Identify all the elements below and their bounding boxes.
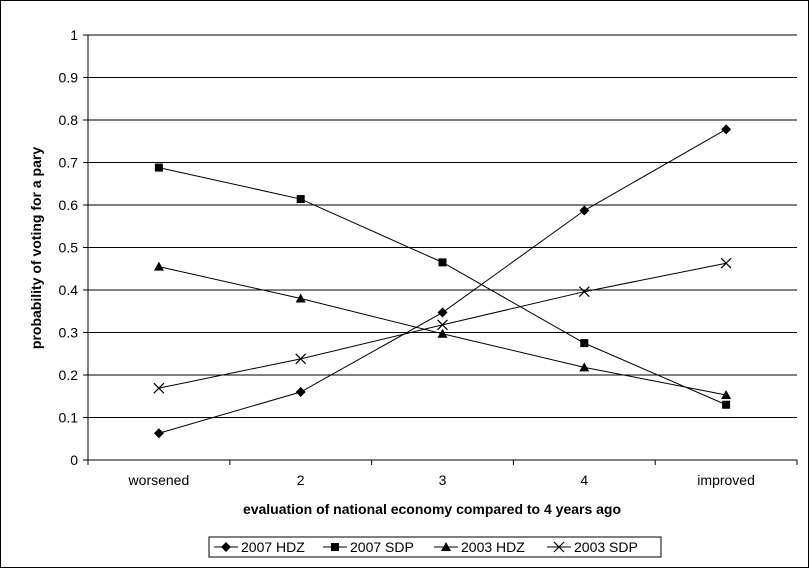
data-point-2-0 [153, 261, 164, 271]
data-point-0-1 [295, 387, 306, 397]
series-lines [153, 124, 732, 439]
x-tick-labels: worsened 2 3 4 improved [128, 472, 755, 488]
y-tick-label: 0.6 [59, 197, 79, 213]
legend-label: 2007 HDZ [241, 539, 305, 555]
legend-entry: 2003 HDZ [434, 539, 525, 555]
series-line-3 [158, 262, 727, 389]
y-tick-labels: 0 0.1 0.2 0.3 0.4 0.5 0.6 0.7 0.8 0.9 1 [59, 27, 79, 468]
data-point-2-1 [295, 293, 306, 303]
legend-entry: 2007 HDZ [214, 539, 305, 555]
legend-label: 2003 SDP [574, 539, 638, 555]
data-point-2-3 [579, 362, 590, 372]
data-point-0-3 [579, 205, 590, 216]
data-point-3-1 [295, 353, 307, 365]
legend-marker-icon [441, 542, 451, 551]
y-tick-label: 0.1 [59, 410, 79, 426]
legend-marker-icon [331, 543, 339, 551]
data-point-3-4 [720, 257, 732, 269]
legend: 2007 HDZ 2007 SDP 2003 HDZ 2003 SDP [208, 536, 662, 558]
legend-entry: 2003 SDP [547, 539, 638, 555]
x-tick-label: improved [697, 472, 755, 488]
data-point-2-4 [721, 389, 732, 399]
data-point-1-2 [438, 258, 447, 267]
data-point-1-0 [154, 163, 163, 172]
y-tick-label: 0.3 [59, 325, 79, 341]
legend-label: 2007 SDP [350, 539, 414, 555]
series-line-0 [158, 128, 727, 434]
legend-marker-icon [553, 541, 565, 553]
data-point-3-2 [437, 319, 448, 331]
data-point-3-0 [153, 382, 165, 394]
data-point-1-3 [580, 339, 589, 348]
y-tick-label: 0.9 [59, 70, 79, 86]
y-tick-label: 1 [70, 27, 78, 43]
y-tick-label: 0.2 [59, 367, 79, 383]
x-tick-label: 3 [439, 472, 447, 488]
legend-entry: 2007 SDP [323, 539, 414, 555]
x-tick-label: 4 [580, 472, 588, 488]
legend-label: 2003 HDZ [461, 539, 525, 555]
y-tick-label: 0.7 [59, 155, 79, 171]
grid-lines [88, 34, 797, 418]
x-tick-label: worsened [128, 472, 190, 488]
data-point-0-4 [721, 124, 732, 135]
y-tick-label: 0.8 [59, 112, 79, 128]
data-point-1-4 [722, 400, 731, 409]
y-tick-label: 0.5 [59, 240, 79, 256]
data-point-0-2 [437, 307, 448, 318]
data-point-2-2 [437, 328, 448, 338]
y-tick-label: 0.4 [59, 282, 79, 298]
axes [83, 34, 798, 465]
data-point-1-1 [296, 195, 305, 204]
data-point-3-3 [578, 286, 590, 298]
data-point-0-0 [153, 428, 164, 439]
x-tick-label: 2 [297, 472, 305, 488]
x-axis-title: evaluation of national economy compared … [243, 501, 621, 517]
y-tick-label: 0 [70, 452, 78, 468]
legend-marker-icon [221, 542, 231, 552]
y-axis-title: probability of voting for a pary [28, 147, 44, 349]
